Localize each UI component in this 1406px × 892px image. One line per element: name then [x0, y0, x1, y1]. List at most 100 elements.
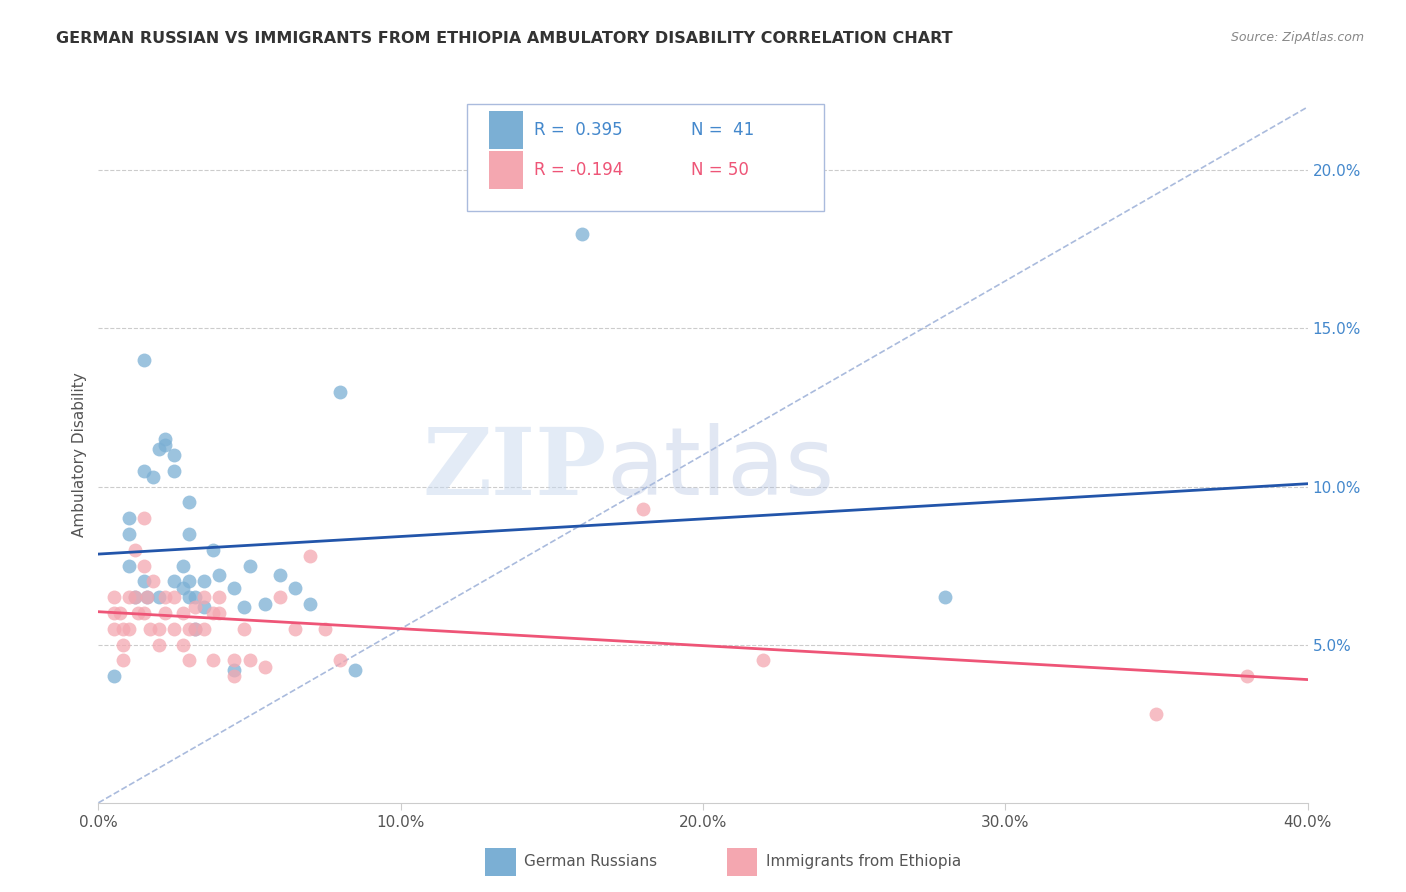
Text: N =  41: N = 41 — [690, 121, 754, 139]
Point — [118, 591, 141, 605]
Point — [269, 568, 291, 582]
Point — [631, 501, 654, 516]
Point — [163, 464, 186, 478]
Point — [163, 591, 186, 605]
Point — [108, 606, 131, 620]
Point — [269, 591, 291, 605]
Point — [344, 663, 367, 677]
Point — [232, 622, 254, 636]
Point — [202, 606, 225, 620]
Point — [118, 622, 141, 636]
Point — [284, 581, 307, 595]
Point — [135, 591, 157, 605]
Point — [118, 558, 141, 573]
Text: Source: ZipAtlas.com: Source: ZipAtlas.com — [1230, 31, 1364, 45]
Point — [752, 653, 775, 667]
Point — [224, 653, 246, 667]
Bar — [727, 848, 758, 876]
Point — [118, 527, 141, 541]
Point — [239, 653, 262, 667]
FancyBboxPatch shape — [467, 103, 824, 211]
Point — [299, 549, 322, 563]
Point — [163, 574, 186, 589]
Bar — [489, 111, 523, 149]
Bar — [485, 848, 516, 876]
Point — [103, 606, 125, 620]
Text: ZIP: ZIP — [422, 424, 606, 514]
Point — [103, 622, 125, 636]
Point — [172, 638, 194, 652]
Point — [124, 591, 146, 605]
Point — [571, 227, 593, 241]
Point — [1236, 669, 1258, 683]
Y-axis label: Ambulatory Disability: Ambulatory Disability — [72, 373, 87, 537]
Point — [208, 591, 231, 605]
Point — [208, 606, 231, 620]
Point — [179, 527, 201, 541]
Point — [153, 438, 176, 452]
Point — [124, 591, 146, 605]
Point — [314, 622, 336, 636]
Point — [148, 442, 170, 456]
Point — [224, 663, 246, 677]
Point — [179, 591, 201, 605]
Point — [299, 597, 322, 611]
Point — [103, 669, 125, 683]
Point — [253, 660, 276, 674]
Point — [253, 597, 276, 611]
Point — [111, 653, 134, 667]
Point — [132, 353, 155, 368]
Point — [163, 622, 186, 636]
Point — [148, 638, 170, 652]
Point — [142, 470, 165, 484]
Point — [179, 574, 201, 589]
Point — [184, 599, 207, 614]
Point — [153, 591, 176, 605]
Text: R =  0.395: R = 0.395 — [534, 121, 623, 139]
Point — [184, 622, 207, 636]
Point — [103, 591, 125, 605]
Point — [139, 622, 162, 636]
Point — [329, 653, 352, 667]
Point — [202, 542, 225, 557]
Text: Immigrants from Ethiopia: Immigrants from Ethiopia — [766, 855, 962, 870]
Point — [329, 384, 352, 399]
Point — [148, 622, 170, 636]
Point — [284, 622, 307, 636]
Text: GERMAN RUSSIAN VS IMMIGRANTS FROM ETHIOPIA AMBULATORY DISABILITY CORRELATION CHA: GERMAN RUSSIAN VS IMMIGRANTS FROM ETHIOP… — [56, 31, 953, 46]
Point — [179, 495, 201, 509]
Point — [118, 511, 141, 525]
Point — [1144, 707, 1167, 722]
Point — [124, 542, 146, 557]
Point — [239, 558, 262, 573]
Point — [184, 591, 207, 605]
Point — [184, 622, 207, 636]
Text: atlas: atlas — [606, 423, 835, 515]
Text: R = -0.194: R = -0.194 — [534, 161, 623, 178]
Point — [132, 464, 155, 478]
Point — [179, 622, 201, 636]
Point — [224, 581, 246, 595]
Point — [934, 591, 956, 605]
Point — [163, 448, 186, 462]
Point — [111, 638, 134, 652]
Point — [232, 599, 254, 614]
Point — [153, 606, 176, 620]
Point — [127, 606, 149, 620]
Point — [132, 511, 155, 525]
Point — [202, 653, 225, 667]
Point — [132, 558, 155, 573]
Point — [148, 591, 170, 605]
Point — [132, 574, 155, 589]
Point — [179, 653, 201, 667]
Point — [193, 574, 215, 589]
Point — [172, 581, 194, 595]
Point — [153, 432, 176, 446]
Point — [172, 606, 194, 620]
Text: German Russians: German Russians — [524, 855, 657, 870]
Point — [224, 669, 246, 683]
Bar — [489, 151, 523, 189]
Point — [193, 622, 215, 636]
Point — [193, 599, 215, 614]
Point — [172, 558, 194, 573]
